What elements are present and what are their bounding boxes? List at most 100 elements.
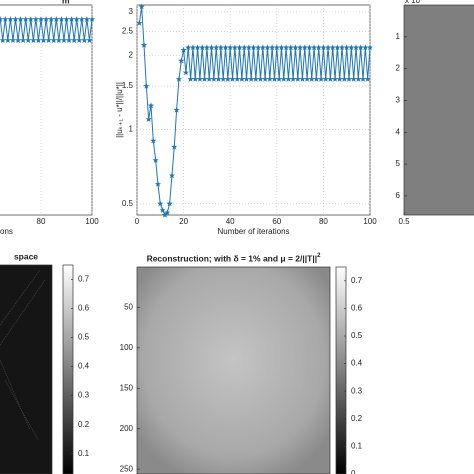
y-tick-label: 1.5: [122, 81, 134, 90]
star-marker: [58, 16, 65, 22]
star-marker: [187, 76, 194, 82]
star-marker: [182, 69, 189, 76]
star-marker: [145, 116, 152, 122]
star-marker: [30, 37, 37, 43]
colorbar: [335, 266, 347, 474]
star-marker: [257, 76, 264, 82]
colorbar-tick-label: 0.1: [351, 442, 363, 451]
star-marker: [243, 76, 250, 82]
colorbar-tick-label: 0.6: [351, 304, 363, 313]
star-marker: [140, 41, 148, 48]
star-marker: [292, 44, 299, 51]
colorbar-tick-label: 0.3: [78, 391, 90, 400]
x-tick-label: 100: [85, 217, 99, 226]
y-tick-label: 250: [120, 464, 134, 473]
star-marker: [252, 76, 259, 82]
star-marker: [341, 76, 348, 82]
colorbar-tick-label: 0.5: [351, 331, 363, 340]
x-axis-label: ons: [0, 227, 13, 236]
y-tick-label: 4: [396, 127, 401, 136]
star-marker: [301, 44, 308, 51]
title-superscript: 2: [317, 253, 321, 259]
star-marker: [76, 37, 83, 43]
y-tick-label: 6: [396, 191, 401, 200]
image-area: [0, 264, 53, 474]
star-marker: [63, 16, 70, 22]
colorbar-tick-label: 0: [351, 469, 356, 474]
y-tick-label: 3: [396, 96, 401, 105]
star-marker: [350, 76, 357, 82]
star-marker: [339, 44, 346, 51]
star-marker: [20, 37, 27, 43]
star-marker: [217, 44, 224, 51]
image-area: [136, 266, 331, 474]
star-marker: [255, 44, 262, 51]
star-marker: [185, 44, 192, 51]
star-marker: [245, 44, 252, 51]
star-marker: [15, 37, 22, 43]
colorbar-tick-label: 0.4: [78, 362, 90, 371]
image-area: [403, 4, 474, 216]
y-tick-label: 2: [129, 50, 134, 59]
star-marker: [352, 44, 360, 51]
star-marker: [269, 44, 276, 51]
star-marker: [175, 76, 182, 82]
star-marker: [81, 37, 88, 43]
star-marker: [2, 16, 9, 22]
star-marker: [322, 76, 329, 82]
x-tick-label: 80: [37, 217, 46, 226]
star-marker: [45, 37, 52, 43]
star-marker: [294, 76, 301, 82]
star-marker: [168, 172, 175, 179]
chart-title: Reconstruction; with δ = 1% and μ = 2/||…: [147, 253, 322, 264]
x-tick-label: 40: [226, 217, 235, 226]
star-marker: [311, 44, 318, 51]
star-marker: [17, 16, 24, 22]
chart-title: m: [62, 0, 70, 5]
y-tick-label: 150: [120, 383, 134, 392]
star-marker: [27, 16, 34, 22]
star-marker: [203, 44, 210, 51]
colorbar-tick-label: 0.2: [78, 420, 90, 429]
star-marker: [229, 76, 236, 82]
star-marker: [278, 44, 285, 51]
star-marker: [334, 44, 341, 51]
star-marker: [147, 102, 155, 109]
star-marker: [355, 76, 362, 82]
star-marker: [318, 76, 325, 82]
y-tick-label: 200: [120, 424, 134, 433]
y-tick-label: 5: [396, 159, 401, 168]
star-marker: [180, 46, 187, 53]
star-marker: [171, 143, 178, 150]
star-marker: [159, 207, 166, 213]
star-marker: [53, 16, 60, 22]
star-marker: [222, 44, 229, 51]
x-tick-label: 80: [319, 217, 328, 226]
star-marker: [48, 16, 55, 22]
chart-title: space: [14, 251, 38, 261]
star-marker: [266, 76, 273, 82]
colorbar-tick-label: 0.7: [78, 275, 90, 284]
x-tick-label: 20: [179, 217, 188, 226]
y-tick-label: 1: [129, 125, 134, 134]
plot-area: [136, 4, 371, 216]
x-tick-label: 60: [272, 217, 281, 226]
y-tick-label: 100: [120, 343, 134, 352]
star-marker: [25, 37, 32, 43]
star-marker: [285, 76, 292, 82]
colorbar-tick-label: 0.4: [351, 359, 363, 368]
star-marker: [264, 44, 271, 51]
star-marker: [7, 16, 14, 22]
y-tick-label: 0.5: [122, 199, 134, 208]
star-marker: [343, 44, 350, 51]
star-marker: [161, 211, 168, 218]
star-marker: [66, 37, 73, 43]
star-marker: [37, 16, 45, 22]
star-marker: [150, 137, 157, 144]
x-tick-label: 0.5: [398, 217, 410, 226]
star-marker: [196, 76, 203, 82]
star-marker: [238, 76, 245, 82]
star-marker: [283, 44, 290, 51]
colorbar-tick-label: 0.2: [351, 414, 363, 423]
star-marker: [154, 181, 162, 187]
